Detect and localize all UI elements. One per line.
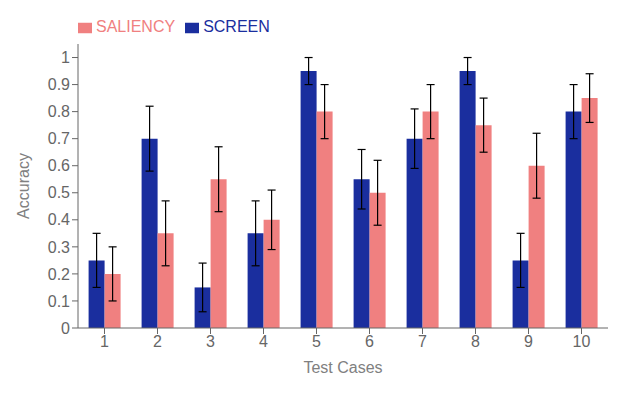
svg-text:0.8: 0.8 [48, 103, 70, 120]
svg-text:3: 3 [206, 333, 215, 350]
svg-text:0: 0 [61, 320, 70, 337]
svg-text:Test Cases: Test Cases [303, 359, 382, 376]
svg-text:8: 8 [471, 333, 480, 350]
svg-text:4: 4 [259, 333, 268, 350]
html-text:SALIENCY: SALIENCY [96, 18, 176, 35]
svg-text:0.3: 0.3 [48, 239, 70, 256]
svg-text:6: 6 [365, 333, 374, 350]
svg-text:7: 7 [418, 333, 427, 350]
svg-text:9: 9 [524, 333, 533, 350]
svg-text:0.4: 0.4 [48, 211, 70, 228]
svg-text:2: 2 [153, 333, 162, 350]
svg-text:0.6: 0.6 [48, 157, 70, 174]
svg-text:10: 10 [573, 333, 591, 350]
svg-text:0.5: 0.5 [48, 184, 70, 201]
svg-text:1: 1 [61, 49, 70, 66]
html-text:SCREEN: SCREEN [203, 18, 270, 35]
svg-text:1: 1 [100, 333, 109, 350]
svg-text:0.1: 0.1 [48, 293, 70, 310]
svg-text:5: 5 [312, 333, 321, 350]
svg-text:0.2: 0.2 [48, 266, 70, 283]
svg-text:Accuracy: Accuracy [15, 153, 32, 219]
svg-text:0.7: 0.7 [48, 130, 70, 147]
svg-text:0.9: 0.9 [48, 76, 70, 93]
